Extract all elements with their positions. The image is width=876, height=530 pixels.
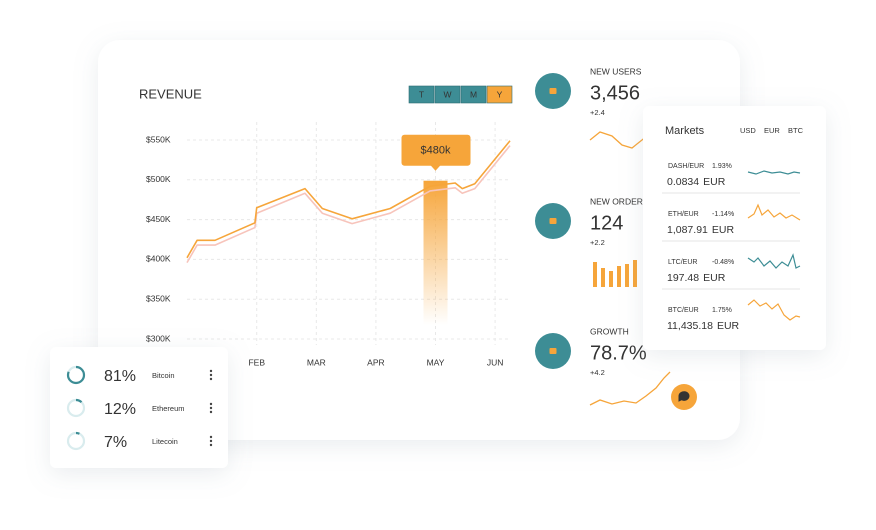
stat-value: 124 [590, 212, 623, 234]
market-pair: DASH/EUR [668, 163, 704, 170]
stats: NEW USERS 3,456 +2.4 NEW ORDERS 124 +2.2 GROWT… [535, 66, 697, 410]
menu-dot [209, 377, 213, 381]
price-currency: EUR [717, 320, 740, 332]
wallet-name: Ethereum [152, 404, 185, 413]
revenue-line [186, 145, 511, 263]
price-value: 0.0834 [667, 176, 699, 188]
menu-dot [209, 369, 213, 373]
price-value: 1,087.91 [667, 224, 708, 236]
price-value: 11,435.18 [667, 320, 713, 332]
stat-label: GROWTH [590, 326, 629, 336]
period-label: W [443, 89, 451, 99]
wallet-percent: 12% [104, 401, 136, 418]
menu-dot [209, 443, 213, 447]
stat-label: NEW USERS [590, 66, 642, 76]
currency-tab[interactable]: BTC [788, 126, 804, 135]
x-tick-label: MAY [427, 357, 445, 367]
revenue-chart: T W M Y $300K $350K $400K $450K $500K $550K FEB MAR… [146, 85, 513, 367]
x-tick-label: APR [367, 357, 384, 367]
market-change: 1.75% [712, 307, 732, 314]
y-tick-label: $550K [146, 134, 171, 144]
y-tick-label: $300K [146, 333, 171, 343]
chart-title: REVENUE [139, 86, 202, 101]
chat-icon [678, 391, 690, 402]
stat-icon-glyph [549, 88, 557, 94]
highlight-bar [423, 180, 448, 325]
x-tick-label: FEB [248, 357, 265, 367]
wallet-card [50, 347, 228, 468]
ring-progress [66, 365, 86, 385]
wallet-percent: 7% [104, 434, 127, 451]
sparkline [747, 253, 801, 269]
sparkline [589, 371, 671, 406]
market-price: 1,087.91 EUR [667, 224, 734, 236]
sparkline [747, 299, 801, 321]
market-pair: BTC/EUR [668, 307, 699, 314]
period-label: T [419, 89, 424, 99]
sparkline [589, 131, 653, 149]
y-tick-label: $450K [146, 214, 171, 224]
ring-progress [66, 431, 86, 451]
market-change: -0.48% [712, 259, 734, 266]
period-button[interactable] [434, 85, 461, 104]
period-label: Y [497, 89, 503, 99]
tooltip [401, 134, 471, 166]
price-currency: EUR [703, 272, 726, 284]
stat-change: +2.2 [590, 238, 605, 247]
market-pair: LTC/EUR [668, 259, 697, 266]
ring-progress [66, 398, 86, 418]
main-card [98, 40, 740, 440]
menu-dot [209, 439, 213, 443]
price-currency: EUR [712, 224, 735, 236]
y-tick-label: $500K [146, 174, 171, 184]
markets: Markets USD EUR BTC DASH/EUR 1.93% 0.0834 EUR ET… [662, 125, 804, 332]
menu-dot [209, 410, 213, 414]
menu-dot [209, 373, 213, 377]
tooltip-label: $480k [421, 145, 451, 157]
market-pair: ETH/EUR [668, 211, 699, 218]
market-price: 197.48 EUR [667, 272, 726, 284]
sparkline [747, 170, 801, 175]
stat-icon-glyph [549, 348, 557, 354]
markets-title: Markets [665, 125, 705, 137]
menu-dot [209, 402, 213, 406]
stat-label: NEW ORDERS [590, 196, 649, 206]
stat-value: 3,456 [590, 82, 640, 104]
stat-change: +2.4 [590, 108, 605, 117]
market-change: -1.14% [712, 211, 734, 218]
y-tick-label: $350K [146, 293, 171, 303]
x-tick-label: MAR [307, 357, 326, 367]
period-button[interactable] [460, 85, 487, 104]
period-button[interactable] [486, 85, 513, 104]
price-currency: EUR [703, 176, 726, 188]
period-button[interactable] [408, 85, 435, 104]
market-price: 11,435.18 EUR [667, 320, 740, 332]
wallet-percent: 81% [104, 368, 136, 385]
period-label: M [470, 89, 477, 99]
wallet-name: Litecoin [152, 437, 178, 446]
sparkline [747, 203, 801, 221]
tooltip-pointer [430, 165, 441, 171]
market-change: 1.93% [712, 163, 732, 170]
stat-change: +4.2 [590, 368, 605, 377]
wallet: 81% Bitcoin 12% Ethereum 7% Litecoin [66, 365, 213, 451]
market-price: 0.0834 EUR [667, 176, 726, 188]
menu-dot [209, 435, 213, 439]
wallet-name: Bitcoin [152, 371, 175, 380]
stat-icon-glyph [549, 218, 557, 224]
stat-value: 78.7% [590, 342, 647, 364]
currency-tab[interactable]: EUR [764, 126, 780, 135]
y-tick-label: $400K [146, 254, 171, 264]
menu-dot [209, 406, 213, 410]
order-bars [593, 260, 637, 287]
revenue-line [186, 140, 511, 259]
currency-tab[interactable]: USD [740, 126, 756, 135]
x-tick-label: JUN [487, 357, 504, 367]
price-value: 197.48 [667, 272, 699, 284]
